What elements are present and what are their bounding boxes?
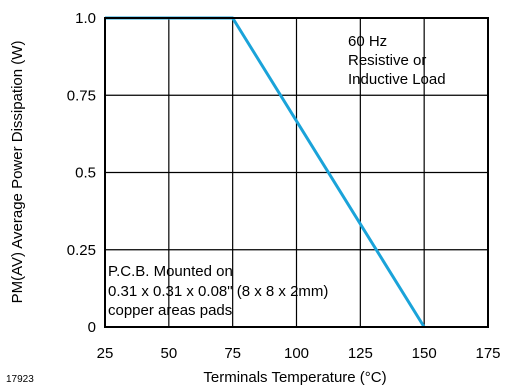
figure-id: 17923 bbox=[6, 374, 34, 385]
load-note-line-2: Resistive or bbox=[348, 52, 426, 69]
x-tick-label: 50 bbox=[160, 345, 177, 362]
y-tick-labels: 0 0.25 0.5 0.75 1.0 bbox=[67, 10, 96, 336]
mount-note-line-1: P.C.B. Mounted on bbox=[108, 263, 233, 280]
plot-frame bbox=[104, 17, 489, 328]
load-note: 60 Hz Resistive or Inductive Load bbox=[348, 33, 446, 88]
x-tick-labels: 25 50 75 100 125 150 175 bbox=[97, 345, 501, 362]
y-tick-label: 0.25 bbox=[67, 242, 96, 259]
x-tick-label: 75 bbox=[224, 345, 241, 362]
y-axis-label: PM(AV) Average Power Dissipation (W) bbox=[9, 41, 26, 304]
x-tick-label: 100 bbox=[284, 345, 309, 362]
load-note-line-1: 60 Hz bbox=[348, 33, 387, 50]
grid bbox=[104, 17, 489, 328]
y-tick-label: 0.75 bbox=[67, 87, 96, 104]
y-tick-label: 1.0 bbox=[75, 10, 96, 27]
x-tick-label: 175 bbox=[475, 345, 500, 362]
mount-note-line-2: 0.31 x 0.31 x 0.08" (8 x 8 x 2mm) bbox=[108, 283, 328, 300]
mount-note-line-3: copper areas pads bbox=[108, 302, 232, 319]
mount-note: P.C.B. Mounted on 0.31 x 0.31 x 0.08" (8… bbox=[108, 263, 328, 319]
load-note-line-3: Inductive Load bbox=[348, 71, 446, 88]
x-tick-label: 125 bbox=[348, 345, 373, 362]
x-axis-label: Terminals Temperature (°C) bbox=[203, 369, 386, 386]
x-tick-label: 25 bbox=[97, 345, 114, 362]
x-tick-label: 150 bbox=[412, 345, 437, 362]
y-tick-label: 0.5 bbox=[75, 165, 96, 182]
y-tick-label: 0 bbox=[88, 319, 96, 336]
